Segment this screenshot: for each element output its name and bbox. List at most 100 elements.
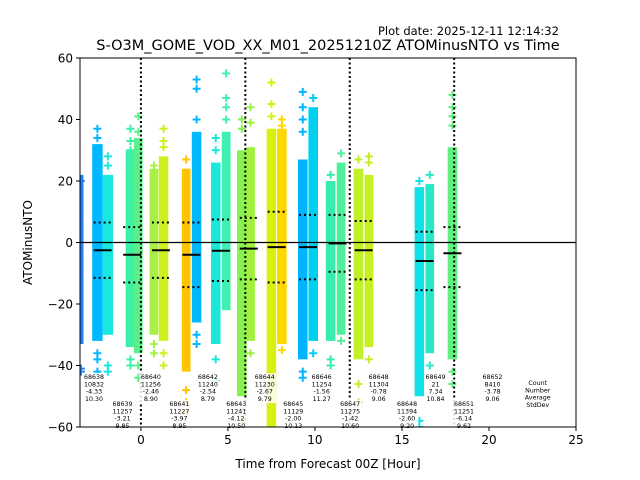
stat-annotation-text: 68646 [312,374,332,381]
outlier-marker [309,93,318,102]
outlier-marker [354,379,363,388]
stat-annotation-text: 11227 [169,408,189,415]
data-strip [414,187,425,397]
data-strip [353,168,364,360]
data-strip [80,174,84,344]
outlier-marker [448,103,457,112]
outlier-marker [134,112,143,121]
stat-annotation-background [225,400,248,431]
outlier-marker [267,112,276,121]
stat-annotations: 6863810832-4.3310.306863911257-3.219.856… [82,373,553,431]
stat-annotation-text: 9.62 [457,423,471,430]
outlier-marker [182,386,191,395]
y-tick-label: 60 [58,52,73,66]
data-strip [364,174,374,348]
y-tick-label: 20 [58,175,73,189]
stat-annotation-text: -4.33 [86,389,102,396]
outlier-marker [277,346,286,355]
outlier-marker [298,103,307,112]
stat-annotation-text: -2.54 [200,389,216,396]
stat-annotation-background [310,373,333,404]
outlier-marker [222,69,231,78]
outlier-marker [103,152,112,161]
stat-annotation-text: 68648 [369,374,389,381]
x-axis-label: Time from Forecast 00Z [Hour] [234,457,420,471]
stat-annotation-text: 68652 [482,374,502,381]
x-tick-label: 5 [224,433,232,447]
outlier-marker [222,115,231,124]
x-tick-label: 20 [481,433,496,447]
data-strip [246,147,255,341]
outlier-marker [298,127,307,136]
stat-annotation-text: -6.14 [456,416,472,423]
stat-annotation-text: 21 [432,381,440,388]
stat-annotation-text: 11257 [112,408,132,415]
stat-annotation-text: 8410 [484,381,500,388]
stat-annotation-text: 68651 [454,401,474,408]
y-axis-label: ATOMinusNTO [21,200,35,285]
stat-annotation-text: 7.34 [429,389,443,396]
x-tick-label: 25 [568,433,583,447]
stat-annotation-text: Count [528,380,547,387]
stat-annotation-text: 9.79 [258,396,272,403]
stat-annotation-text: 11256 [141,381,161,388]
outlier-marker [159,143,168,152]
x-axis: 0 5 10 15 20 25 [137,427,584,447]
stat-annotation-text: 68642 [198,374,218,381]
x-tick-label: 15 [394,433,409,447]
outlier-marker [277,121,286,130]
stat-annotation-text: 10.30 [85,396,103,403]
stat-annotation-text: 8.90 [144,396,158,403]
y-tick-label: −20 [48,298,73,312]
stat-annotation-text: 9.85 [115,423,129,430]
outlier-marker [246,103,255,112]
stat-annotation-text: 10832 [84,381,104,388]
outlier-marker [337,336,346,345]
outlier-marker [222,103,231,112]
stat-annotation-background [139,373,163,404]
outlier-marker [237,115,246,124]
stat-annotation-text: 68641 [169,401,189,408]
data-strip [221,131,231,311]
outlier-marker [222,93,231,102]
stat-annotation-text: 11241 [226,408,246,415]
data-strip [210,162,221,344]
stat-annotation-text: 11.27 [313,396,331,403]
stat-annotation-text: 8.79 [201,396,215,403]
outlier-marker [93,355,102,364]
stat-annotation-text: 10.13 [284,423,302,430]
stat-annotation-text: -3.97 [171,416,187,423]
outlier-marker [126,137,135,146]
data-strip [102,174,114,335]
outlier-marker [415,423,424,427]
stat-annotation-text: 68648 [397,401,417,408]
stat-annotation-text: -1.56 [314,389,330,396]
data-strip [181,168,191,372]
stat-annotation-text: 11304 [369,381,389,388]
stat-annotation-text: 10.50 [227,423,245,430]
outlier-marker [326,361,335,370]
outlier-marker [159,349,168,358]
outlier-marker [211,355,220,364]
outlier-marker [337,149,346,158]
stat-annotation-background [452,400,476,431]
outlier-marker [93,133,102,142]
group-statistics [93,210,462,292]
stat-annotation-text: 10.84 [427,396,445,403]
outlier-marker [93,124,102,133]
stat-annotation-text: StdDev [526,402,549,409]
stat-annotation-text: 68638 [84,374,104,381]
stat-annotation-text: -2.46 [143,389,159,396]
y-tick-label: −60 [48,421,73,435]
stat-annotation-background [82,373,106,404]
outlier-marker [448,367,457,376]
stat-annotation-text: Average [525,395,551,402]
stat-annotation-text: 9.06 [372,396,386,403]
stat-annotation-background [367,373,390,404]
